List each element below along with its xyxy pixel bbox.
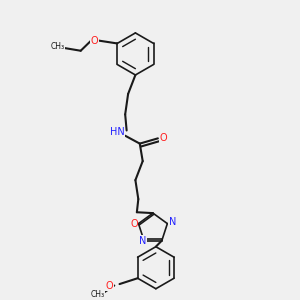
Text: O: O [91,35,98,46]
Text: CH₃: CH₃ [51,42,65,51]
Text: O: O [106,280,113,290]
Text: HN: HN [110,127,125,137]
Text: O: O [130,219,138,229]
Text: CH₃: CH₃ [91,290,105,299]
Text: N: N [169,217,176,227]
Text: O: O [159,134,167,143]
Text: N: N [139,236,146,246]
